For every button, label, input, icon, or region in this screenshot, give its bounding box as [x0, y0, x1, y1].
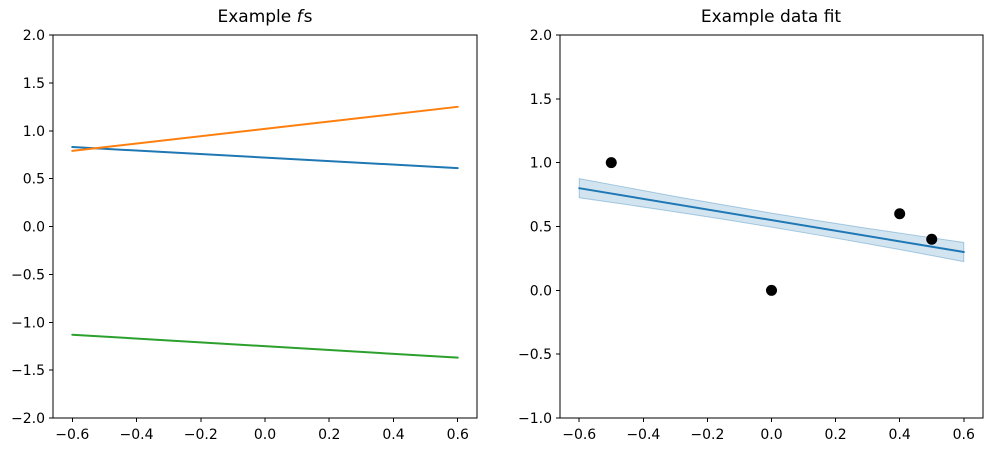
x-tick-label: 0.2 [318, 427, 340, 443]
x-tick-label: −0.4 [120, 427, 154, 443]
data-point [926, 233, 938, 245]
y-tick-label: 1.0 [530, 156, 552, 172]
data-point [894, 208, 906, 220]
y-tick-label: −1.5 [11, 363, 45, 379]
y-tick-label: 1.0 [23, 124, 45, 140]
right-chart-title-italic [841, 7, 842, 27]
x-tick-label: −0.6 [562, 427, 596, 443]
axes-spines [52, 34, 478, 419]
x-tick-label: 0.4 [889, 427, 911, 443]
x-tick-label: −0.2 [690, 427, 724, 443]
y-tick-label: 2.0 [23, 28, 45, 44]
right-chart-title: Example data fit [560, 6, 983, 28]
y-tick-label: −2.0 [11, 411, 45, 427]
left-chart-title: Example fs [53, 6, 477, 28]
fit-line [578, 187, 965, 254]
y-tick-label: 2.0 [530, 28, 552, 44]
x-tick-label: 0.2 [824, 427, 846, 443]
y-tick-label: 1.5 [530, 92, 552, 108]
y-tick-label: 0.5 [23, 172, 45, 188]
x-tick-label: −0.4 [626, 427, 660, 443]
x-tick-label: 0.0 [254, 427, 276, 443]
subplot-1: −0.6 −0.4 −0.2 0.0 0.2 0.4 0.6 2.0 1.5 1.0 0.5 0.0 −… [11, 28, 478, 443]
x-tick-label: −0.6 [55, 427, 89, 443]
y-tick-label: −1.0 [518, 411, 552, 427]
left-chart-title-text: Example [217, 7, 297, 27]
f-sample-orange [71, 105, 459, 152]
y-tick-label: −1.0 [11, 315, 45, 331]
y-tick-label: 1.5 [23, 76, 45, 92]
data-point [766, 284, 777, 296]
f-sample-green [71, 333, 459, 359]
right-chart-title-text: Example data fit [700, 7, 842, 27]
f-sample-blue [71, 146, 459, 170]
left-chart-title-suffix: s [303, 7, 313, 27]
y-tick-label: −0.5 [518, 347, 552, 363]
data-point [605, 157, 617, 169]
left-chart-title-italic-f: f [296, 7, 303, 27]
y-tick-label: 0.5 [530, 220, 552, 236]
x-tick-label: 0.4 [382, 427, 404, 443]
x-tick-label: 0.0 [760, 427, 782, 443]
subplot-2: −0.6 −0.4 −0.2 0.0 0.2 0.4 0.6 2.0 1.5 1.0 0.5 0.0 −… [518, 28, 984, 443]
y-tick-label: 0.0 [530, 283, 552, 299]
y-tick-label: 0.0 [23, 220, 45, 236]
x-tick-label: 0.6 [953, 427, 975, 443]
y-tick-label: −0.5 [11, 267, 45, 283]
x-tick-label: 0.6 [447, 427, 469, 443]
x-tick-label: −0.2 [184, 427, 218, 443]
